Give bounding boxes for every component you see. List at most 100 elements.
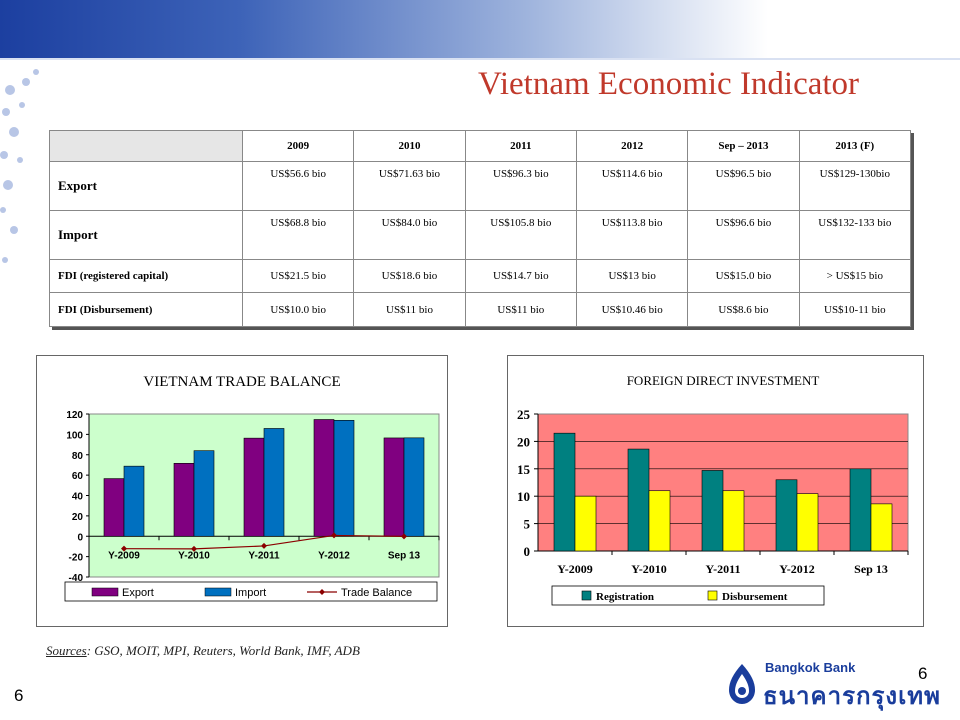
legend-box bbox=[551, 585, 825, 606]
table-header-blank bbox=[49, 130, 243, 162]
x-tick-label: Sep 13 bbox=[388, 550, 421, 561]
bar-import bbox=[193, 450, 215, 537]
y-tick-label: -40 bbox=[69, 573, 84, 584]
y-tick-label: 0 bbox=[77, 532, 83, 543]
legend-swatch bbox=[204, 587, 232, 597]
table-header-row: 2009 2010 2011 2012 Sep – 2013 2013 (F) bbox=[49, 130, 912, 162]
indicator-table: 2009 2010 2011 2012 Sep – 2013 2013 (F) … bbox=[49, 130, 912, 327]
table-header-cell: Sep – 2013 bbox=[687, 130, 800, 162]
sources-label: Sources bbox=[46, 643, 87, 658]
table-row: FDI (Disbursement) US$10.0 bio US$11 bio… bbox=[49, 292, 912, 327]
sources-text: : GSO, MOIT, MPI, Reuters, World Bank, I… bbox=[86, 643, 360, 658]
bar-import bbox=[123, 465, 145, 537]
table-header-cell: 2011 bbox=[464, 130, 577, 162]
table-row: FDI (registered capital) US$21.5 bio US$… bbox=[49, 258, 912, 294]
bar-disbursement bbox=[722, 490, 745, 552]
y-tick-label: 20 bbox=[72, 512, 84, 523]
bar-registration bbox=[701, 470, 724, 552]
x-tick-label: Y-2010 bbox=[178, 550, 210, 561]
table-row: Export US$56.6 bio US$71.63 bio US$96.3 … bbox=[49, 161, 912, 211]
x-tick-label: Y-2011 bbox=[248, 550, 280, 561]
bar-registration bbox=[553, 432, 576, 552]
bar-import bbox=[403, 437, 425, 537]
x-tick-label: Y-2011 bbox=[706, 562, 741, 576]
header-banner bbox=[0, 0, 960, 58]
table-cell: US$96.5 bio bbox=[687, 161, 800, 211]
bar-export bbox=[103, 478, 125, 537]
y-tick-label: 10 bbox=[517, 489, 530, 504]
y-tick-label: -20 bbox=[69, 553, 84, 564]
table-cell: > US$15 bio bbox=[798, 258, 912, 294]
decorative-dots bbox=[0, 69, 39, 263]
fdi-chart-frame: FOREIGN DIRECT INVESTMENT 25 20 15 10 5 0 Y-200… bbox=[507, 355, 924, 627]
trade-balance-point bbox=[191, 545, 197, 552]
chart-title: FOREIGN DIRECT INVESTMENT bbox=[627, 373, 820, 388]
table-cell: US$129-130bio bbox=[798, 161, 912, 211]
x-tick-label: Y-2009 bbox=[557, 562, 593, 576]
table-cell: US$11 bio bbox=[464, 292, 577, 327]
bar-registration bbox=[775, 479, 798, 552]
table-cell: US$105.8 bio bbox=[464, 209, 577, 260]
y-tick-label: 15 bbox=[517, 462, 531, 477]
y-tick-label: 40 bbox=[72, 492, 84, 503]
chart-title: VIETNAM TRADE BALANCE bbox=[143, 374, 340, 390]
table-header-cell: 2012 bbox=[575, 130, 689, 162]
table-cell: US$132-133 bio bbox=[798, 209, 912, 260]
legend-box bbox=[64, 581, 438, 602]
legend-swatch bbox=[581, 590, 592, 601]
x-tick-label: Y-2010 bbox=[631, 562, 667, 576]
page-number-right: 6 bbox=[918, 664, 928, 683]
y-tick-label: 25 bbox=[517, 407, 531, 422]
y-tick-label: 60 bbox=[72, 471, 84, 482]
bar-disbursement bbox=[796, 493, 819, 552]
row-label-fdi-disbursement: FDI (Disbursement) bbox=[49, 292, 243, 327]
y-tick-label: 120 bbox=[66, 410, 83, 421]
table-cell: US$10-11 bio bbox=[798, 292, 912, 327]
y-tick-label: 0 bbox=[524, 544, 531, 559]
fdi-chart: FOREIGN DIRECT INVESTMENT 25 20 15 10 5 0 Y-200… bbox=[517, 373, 909, 606]
table-cell: US$96.3 bio bbox=[464, 161, 577, 211]
bar-export bbox=[383, 437, 405, 537]
table-cell: US$71.63 bio bbox=[353, 161, 466, 211]
trade-balance-chart-frame: VIETNAM TRADE BALANCE 120 100 80 60 40 20 0 -20 -… bbox=[36, 355, 448, 627]
y-tick-label: 80 bbox=[72, 451, 84, 462]
sources-note: Sources: GSO, MOIT, MPI, Reuters, World … bbox=[46, 643, 360, 659]
bar-export bbox=[173, 463, 195, 537]
table-header-cell: 2010 bbox=[353, 130, 466, 162]
table-header-cell: 2013 (F) bbox=[798, 130, 912, 162]
bar-export bbox=[243, 437, 265, 537]
legend-label: Import bbox=[235, 587, 266, 599]
table-row: Import US$68.8 bio US$84.0 bio US$105.8 … bbox=[49, 209, 912, 260]
table-cell: US$15.0 bio bbox=[687, 258, 800, 294]
table-cell: US$11 bio bbox=[353, 292, 466, 327]
legend-swatch bbox=[91, 587, 119, 597]
x-tick-label: Sep 13 bbox=[854, 562, 888, 576]
trade-balance-point bbox=[331, 532, 337, 539]
x-tick-label: Y-2012 bbox=[318, 550, 350, 561]
trade-balance-point bbox=[401, 533, 407, 540]
table-cell: US$96.6 bio bbox=[687, 209, 800, 260]
bar-registration bbox=[849, 468, 872, 552]
table-cell: US$113.8 bio bbox=[575, 209, 689, 260]
table-cell: US$10.0 bio bbox=[241, 292, 355, 327]
bank-name-english: Bangkok Bank bbox=[765, 660, 856, 675]
table-cell: US$10.46 bio bbox=[575, 292, 689, 327]
bangkok-bank-logo: Bangkok Bank ธนาคารกรุงเทพ bbox=[725, 660, 950, 710]
table-header-cell: 2009 bbox=[241, 130, 355, 162]
bar-disbursement bbox=[870, 503, 893, 552]
legend-label: Export bbox=[122, 587, 154, 599]
table-cell: US$84.0 bio bbox=[353, 209, 466, 260]
legend-label: Trade Balance bbox=[341, 587, 412, 599]
table-cell: US$68.8 bio bbox=[241, 209, 355, 260]
bar-import bbox=[333, 420, 355, 537]
bar-import bbox=[263, 428, 285, 537]
y-tick-label: 100 bbox=[66, 430, 83, 441]
legend-label: Disbursement bbox=[722, 591, 788, 603]
table-cell: US$13 bio bbox=[575, 258, 689, 294]
bar-registration bbox=[627, 448, 650, 552]
bar-disbursement bbox=[574, 495, 597, 552]
bank-emblem-icon bbox=[729, 664, 755, 704]
table-cell: US$114.6 bio bbox=[575, 161, 689, 211]
page-title: Vietnam Economic Indicator bbox=[478, 66, 860, 102]
bar-export bbox=[313, 419, 335, 537]
